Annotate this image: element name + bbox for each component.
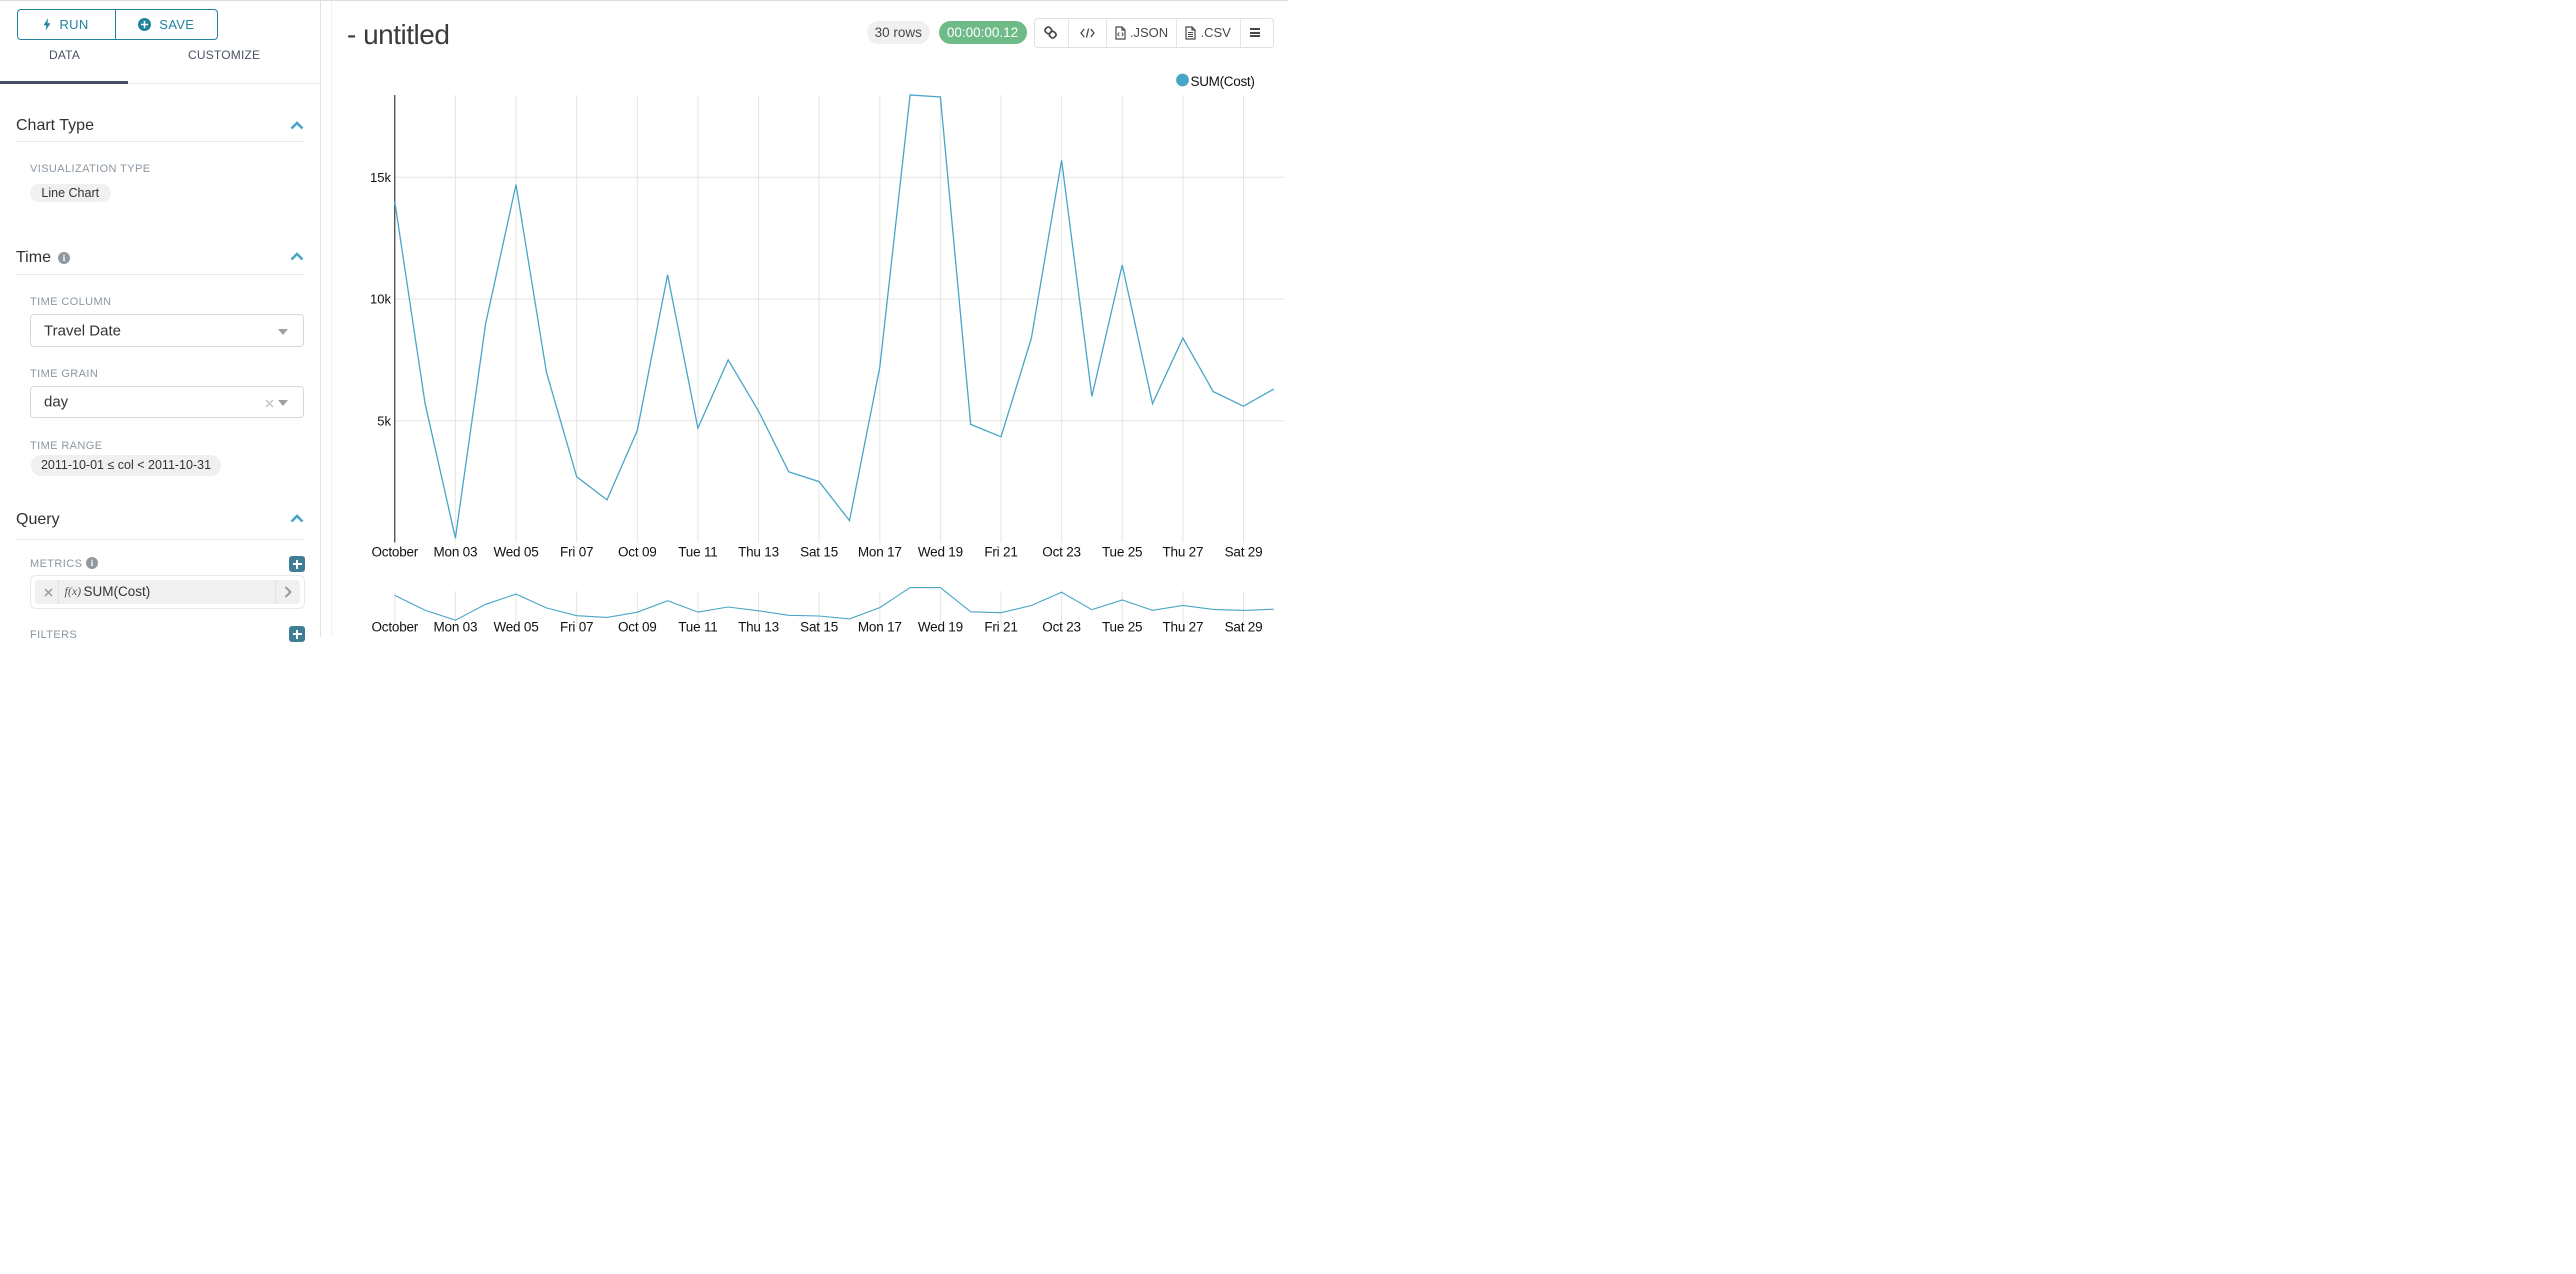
svg-text:Mon 17: Mon 17 — [858, 544, 902, 559]
svg-text:Wed 05: Wed 05 — [493, 620, 538, 635]
svg-text:SUM(Cost): SUM(Cost) — [1191, 74, 1255, 89]
svg-text:Mon 03: Mon 03 — [433, 620, 477, 635]
svg-text:Mon 17: Mon 17 — [858, 620, 902, 635]
svg-text:Wed 05: Wed 05 — [493, 544, 538, 559]
svg-text:Oct 23: Oct 23 — [1042, 544, 1081, 559]
svg-text:Sat 15: Sat 15 — [800, 620, 838, 635]
svg-text:Thu 27: Thu 27 — [1162, 620, 1203, 635]
svg-text:Oct 23: Oct 23 — [1042, 620, 1081, 635]
svg-text:Fri 07: Fri 07 — [560, 620, 593, 635]
svg-text:Fri 07: Fri 07 — [560, 544, 593, 559]
svg-text:Oct 09: Oct 09 — [618, 544, 657, 559]
svg-text:5k: 5k — [377, 413, 391, 428]
svg-text:15k: 15k — [370, 170, 391, 185]
svg-text:Thu 13: Thu 13 — [738, 544, 779, 559]
svg-text:Sat 29: Sat 29 — [1225, 620, 1263, 635]
svg-text:Tue 25: Tue 25 — [1102, 620, 1142, 635]
svg-text:Tue 11: Tue 11 — [678, 620, 717, 635]
svg-text:10k: 10k — [370, 292, 391, 307]
svg-text:Mon 03: Mon 03 — [433, 544, 477, 559]
svg-text:Wed 19: Wed 19 — [918, 544, 963, 559]
svg-text:Wed 19: Wed 19 — [918, 620, 963, 635]
svg-text:Thu 27: Thu 27 — [1162, 544, 1203, 559]
svg-text:Fri 21: Fri 21 — [984, 620, 1017, 635]
svg-text:Fri 21: Fri 21 — [984, 544, 1017, 559]
svg-text:Oct 09: Oct 09 — [618, 620, 657, 635]
svg-text:Thu 13: Thu 13 — [738, 620, 779, 635]
svg-text:Sat 15: Sat 15 — [800, 544, 838, 559]
svg-text:October: October — [371, 620, 418, 635]
svg-text:Tue 11: Tue 11 — [678, 544, 717, 559]
svg-text:Sat 29: Sat 29 — [1225, 544, 1263, 559]
svg-text:Tue 25: Tue 25 — [1102, 544, 1142, 559]
svg-text:October: October — [371, 544, 418, 559]
